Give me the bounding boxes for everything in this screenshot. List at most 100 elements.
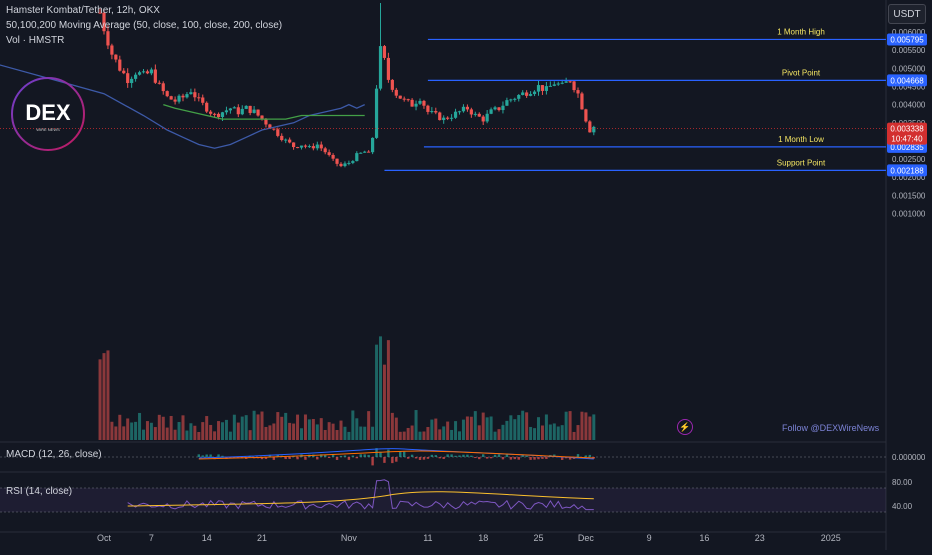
candle-body[interactable] [157,82,161,84]
candle-body[interactable] [193,92,197,98]
candle-body[interactable] [240,108,244,115]
candle-body[interactable] [118,59,122,71]
candle-body[interactable] [355,153,359,162]
candle-body[interactable] [382,46,387,58]
candle-body[interactable] [280,135,284,141]
currency-button[interactable]: USDT [888,4,926,24]
candle-body[interactable] [339,163,343,167]
candle-body[interactable] [181,95,185,98]
candle-body[interactable] [141,71,146,73]
ma50-line[interactable] [0,61,365,149]
candle-body[interactable] [299,145,304,148]
candle-body[interactable] [106,31,110,46]
candle-body[interactable] [327,152,331,155]
candle-body[interactable] [232,107,236,109]
candle-body[interactable] [367,151,371,153]
macd-label[interactable]: MACD (12, 26, close) [6,449,102,460]
rsi-label[interactable]: RSI (14, close) [6,486,73,497]
candle-body[interactable] [220,112,225,118]
candle-body[interactable] [386,57,390,80]
lightning-icon[interactable]: ⚡ [677,419,693,435]
candle-body[interactable] [268,124,272,129]
candle-body[interactable] [130,78,134,84]
candle-body[interactable] [517,94,521,99]
candle-body[interactable] [323,148,327,153]
candle-body[interactable] [331,154,335,159]
candle-body[interactable] [552,84,556,86]
candle-body[interactable] [592,126,596,133]
candle-body[interactable] [580,93,584,110]
candle-body[interactable] [525,92,529,96]
candle-body[interactable] [584,109,588,122]
candle-body[interactable] [505,100,509,106]
candle-body[interactable] [209,111,213,114]
candle-body[interactable] [264,119,268,125]
candle-body[interactable] [540,85,545,91]
candle-body[interactable] [224,110,229,113]
candle-body[interactable] [98,12,102,14]
candle-body[interactable] [493,107,497,110]
candle-body[interactable] [102,12,106,32]
candle-body[interactable] [394,89,398,96]
candle-body[interactable] [390,79,394,90]
moving-average-legend[interactable]: 50,100,200 Moving Average (50, close, 10… [6,20,283,31]
candle-body[interactable] [501,105,505,111]
candle-body[interactable] [402,98,406,100]
candle-body[interactable] [485,113,489,122]
candle-body[interactable] [185,94,189,98]
candle-body[interactable] [114,54,118,60]
candle-body[interactable] [216,113,221,118]
candle-body[interactable] [489,109,493,114]
candle-body[interactable] [371,137,375,153]
candle-body[interactable] [295,147,300,149]
candle-body[interactable] [272,128,276,130]
candle-body[interactable] [126,73,130,84]
candle-body[interactable] [374,88,379,138]
candle-body[interactable] [165,91,169,97]
candle-body[interactable] [588,121,592,133]
candle-body[interactable] [189,92,193,95]
candle-body[interactable] [284,139,288,141]
candle-body[interactable] [406,99,410,101]
candle-body[interactable] [572,81,576,91]
candle-body[interactable] [359,152,363,154]
candle-body[interactable] [228,108,232,111]
candle-body[interactable] [307,146,311,148]
candle-body[interactable] [473,113,477,115]
candle-body[interactable] [477,113,481,117]
candle-body[interactable] [576,90,580,94]
candle-body[interactable] [450,117,454,119]
candle-body[interactable] [398,95,402,99]
candle-body[interactable] [481,116,485,122]
candle-body[interactable] [461,106,466,112]
candle-body[interactable] [513,98,517,100]
candle-body[interactable] [276,129,280,136]
volume-legend[interactable]: Vol · HMSTR [6,35,65,46]
candle-body[interactable] [536,85,541,92]
candle-body[interactable] [430,111,434,113]
candle-body[interactable] [347,162,351,164]
candle-body[interactable] [568,81,572,83]
candle-body[interactable] [244,105,248,109]
candle-body[interactable] [497,107,501,111]
candle-body[interactable] [363,151,367,153]
candle-body[interactable] [173,99,177,102]
candle-body[interactable] [457,111,462,113]
candle-body[interactable] [469,109,473,115]
candle-body[interactable] [145,71,150,74]
candle-body[interactable] [532,91,537,95]
candle-body[interactable] [544,86,548,91]
candle-body[interactable] [556,83,560,85]
candle-body[interactable] [315,144,319,149]
candle-body[interactable] [134,74,138,79]
candle-body[interactable] [438,112,442,121]
candle-body[interactable] [260,115,264,120]
candle-body[interactable] [351,161,355,163]
candle-body[interactable] [213,113,217,115]
candle-body[interactable] [422,100,426,106]
candle-body[interactable] [153,69,157,83]
candle-body[interactable] [418,100,422,104]
candle-body[interactable] [256,109,260,116]
ma100-line[interactable] [163,103,365,120]
